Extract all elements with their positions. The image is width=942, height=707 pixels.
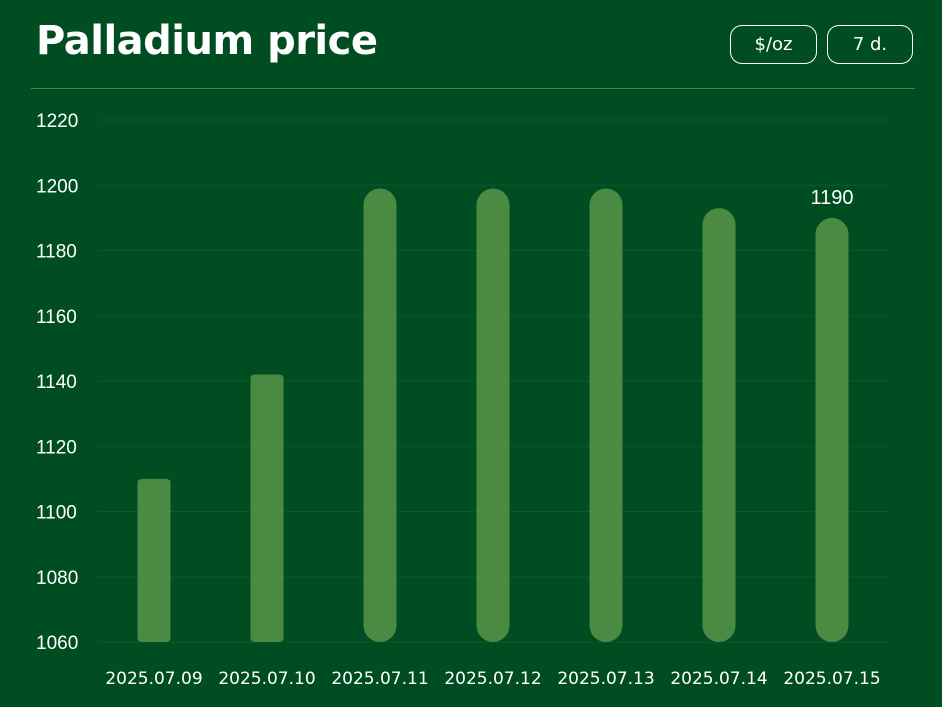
chart-toolbar: $/oz 7 d. [730, 25, 913, 64]
y-tick-label: 1100 [36, 503, 77, 524]
data-labels: 1190 [810, 187, 853, 209]
bar-2025.07.13[interactable] [589, 188, 623, 642]
time-range-button[interactable]: 7 d. [827, 25, 913, 64]
x-tick-label: 2025.07.15 [783, 669, 880, 689]
bar-2025.07.15[interactable] [815, 217, 849, 642]
x-tick-label: 2025.07.09 [105, 669, 202, 689]
page-title: Palladium price [36, 18, 378, 64]
bar-2025.07.10[interactable] [250, 374, 284, 642]
bars [137, 188, 849, 642]
y-tick-label: 1140 [36, 372, 77, 393]
y-tick-label: 1060 [36, 633, 78, 654]
x-tick-label: 2025.07.12 [444, 669, 541, 689]
x-tick-label: 2025.07.14 [670, 669, 767, 689]
x-axis-tick-labels: 2025.07.09 2025.07.10 2025.07.11 2025.07.12… [105, 669, 880, 689]
y-tick-label: 1080 [36, 568, 78, 589]
data-label-last-value: 1190 [810, 187, 853, 209]
y-tick-label: 1180 [36, 242, 77, 263]
x-tick-label: 2025.07.11 [331, 669, 428, 689]
bar-2025.07.11[interactable] [363, 188, 397, 642]
y-tick-label: 1200 [36, 176, 78, 197]
y-tick-label: 1160 [36, 307, 77, 328]
x-tick-label: 2025.07.10 [218, 669, 315, 689]
y-tick-label: 1220 [36, 111, 78, 132]
bar-2025.07.12[interactable] [476, 188, 510, 642]
y-tick-label: 1120 [36, 437, 77, 458]
bar-2025.07.14[interactable] [702, 208, 736, 642]
x-tick-label: 2025.07.13 [557, 669, 654, 689]
y-axis-tick-labels: 1060 1080 1100 1120 1140 1160 1180 1200 1220 [36, 111, 78, 654]
unit-selector-button[interactable]: $/oz [730, 25, 817, 64]
header-divider [31, 88, 915, 89]
bar-2025.07.09[interactable] [137, 478, 171, 642]
